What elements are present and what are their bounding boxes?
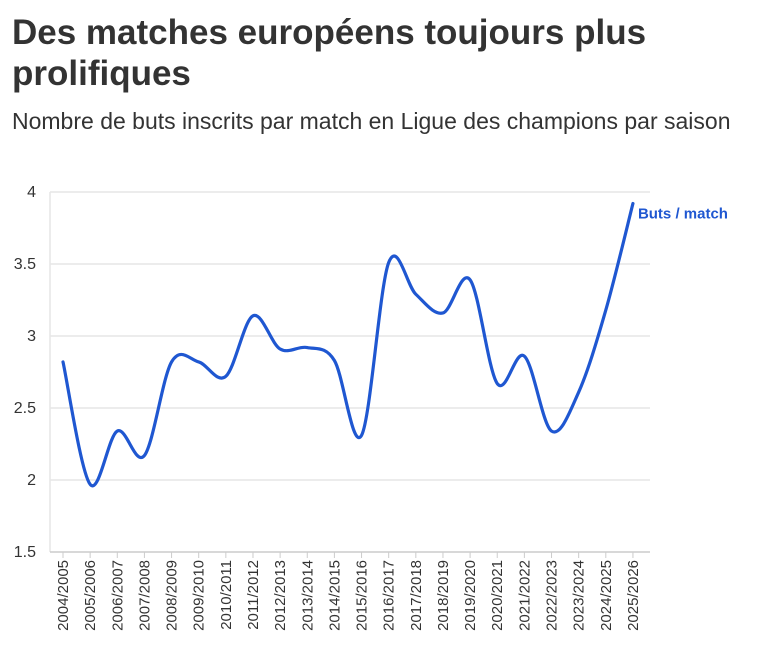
x-tick-label: 2019/2020 [462,560,479,631]
y-tick-label: 2.5 [14,400,36,417]
y-tick-label: 3 [27,328,36,345]
data-point [277,346,283,352]
x-tick-label: 2014/2015 [326,560,343,631]
x-tick-label: 2021/2022 [516,560,533,631]
x-tick-label: 2025/2026 [625,560,642,631]
x-tick-label: 2017/2018 [408,560,425,631]
x-tick-label: 2010/2011 [218,560,235,630]
x-tick-label: 2018/2019 [435,560,452,631]
x-tick-label: 2006/2007 [109,560,126,631]
x-tick-label: 2015/2016 [354,560,371,631]
data-point [114,428,120,434]
x-tick-label: 2023/2024 [571,560,588,631]
data-point [304,345,310,351]
y-tick-label: 1.5 [14,544,36,561]
x-tick-label: 2016/2017 [381,560,398,631]
data-point [467,277,473,283]
data-point [87,481,93,487]
x-tick-label: 2004/2005 [55,560,72,631]
data-point [413,291,419,297]
x-tick-label: 2011/2012 [245,560,262,630]
data-point [223,373,229,379]
data-point [331,357,337,363]
series-label: Buts / match [638,206,728,223]
x-tick-label: 2008/2009 [164,560,181,631]
data-point [196,359,202,365]
y-tick-label: 4 [27,184,36,201]
data-point [60,359,66,365]
chart-subtitle: Nombre de buts inscrits par match en Lig… [12,108,731,134]
chart-title: Des matches européens toujours plus prol… [12,13,647,93]
x-tick-label: 2012/2013 [272,560,289,631]
data-point [359,432,365,438]
x-tick-label: 2013/2014 [299,560,316,631]
y-tick-label: 3.5 [14,256,36,273]
data-point [141,453,147,459]
x-tick-label: 2009/2010 [191,560,208,631]
data-point [603,307,609,313]
y-tick-label: 2 [27,472,36,489]
data-point [169,359,175,365]
x-tick-label: 2007/2008 [136,560,153,631]
x-tick-label: 2005/2006 [82,560,99,631]
data-point [440,310,446,316]
data-point [250,313,256,319]
data-point [386,260,392,266]
x-tick-label: 2022/2023 [544,560,561,631]
x-tick-label: 2024/2025 [598,560,615,631]
data-point [630,201,636,207]
data-point [494,381,500,387]
data-point [576,389,582,395]
series-line [61,201,635,488]
x-tick-label: 2020/2021 [489,560,506,631]
data-point [521,353,527,359]
data-point [549,428,555,434]
